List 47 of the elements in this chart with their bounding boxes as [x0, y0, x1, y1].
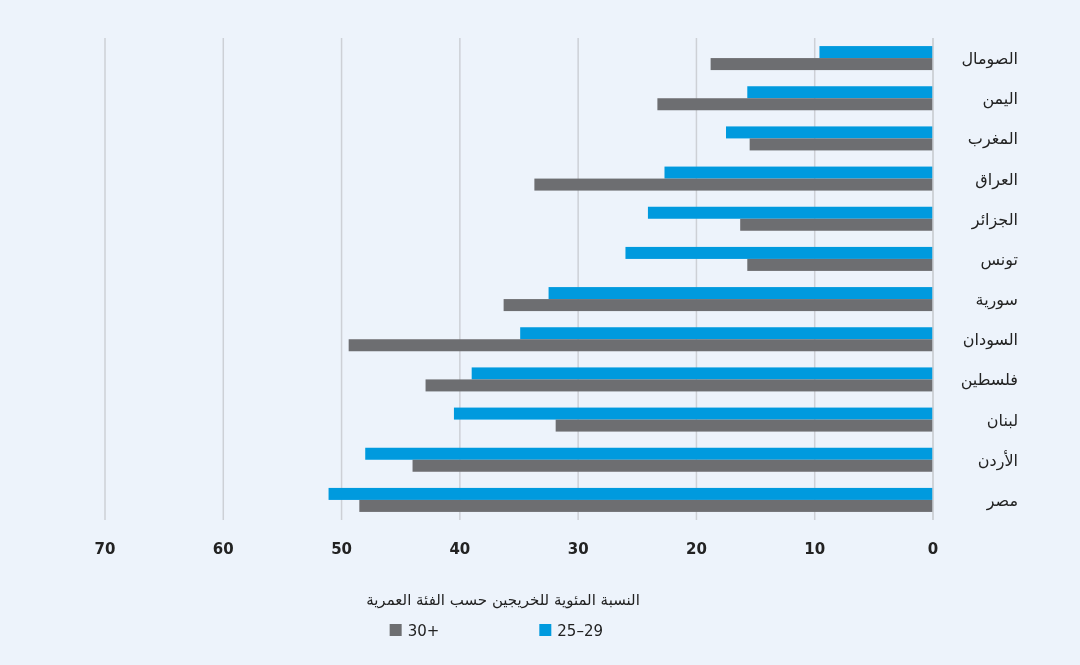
y-tick-label: لبنان: [986, 410, 1018, 430]
bar: [749, 138, 933, 151]
legend-label: 30+: [407, 622, 440, 640]
bar: [412, 459, 933, 472]
y-tick-label: تونس: [980, 249, 1018, 270]
x-tick-label: 0: [927, 540, 939, 558]
y-tick-label: العراق: [975, 169, 1018, 190]
x-tick-label: 50: [331, 540, 353, 558]
bar: [819, 46, 933, 59]
bar: [740, 218, 933, 231]
bar: [534, 178, 933, 191]
x-tick-label: 20: [685, 540, 707, 558]
y-tick-label: السودان: [962, 330, 1018, 351]
legend-label: 25–29: [557, 622, 603, 640]
bar: [647, 206, 933, 219]
x-axis-title: النسبة المئوية للخريجين حسب الفئة العمرية: [366, 591, 640, 609]
bar: [625, 246, 933, 259]
y-tick-label: فلسطين: [960, 370, 1018, 391]
x-tick-label: 40: [449, 540, 471, 558]
y-tick-label: الجزائر: [970, 209, 1018, 230]
x-tick-label: 10: [804, 540, 826, 558]
bar: [503, 299, 933, 312]
bar: [548, 287, 933, 300]
x-tick-label: 70: [94, 540, 116, 558]
bar: [348, 339, 933, 352]
bar: [664, 166, 933, 179]
bar: [328, 487, 933, 500]
x-tick-label: 60: [212, 540, 234, 558]
y-tick-label: الأردن: [977, 449, 1018, 471]
y-tick-label: سورية: [975, 290, 1018, 311]
y-tick-label: اليمن: [982, 89, 1018, 110]
bar: [453, 407, 933, 420]
y-tick-label: المغرب: [967, 129, 1018, 150]
y-tick-label: الصومال: [961, 49, 1018, 70]
bar: [365, 447, 933, 460]
bar: [747, 86, 933, 99]
bar: [359, 499, 933, 512]
bar: [425, 379, 933, 392]
y-tick-label: مصر: [985, 490, 1018, 511]
bar: [747, 258, 933, 271]
bar: [520, 327, 933, 340]
x-tick-label: 30: [567, 540, 589, 558]
bar: [471, 367, 933, 380]
bar: [657, 98, 933, 111]
bar: [726, 126, 933, 139]
bar: [555, 419, 933, 432]
bar: [710, 58, 933, 71]
